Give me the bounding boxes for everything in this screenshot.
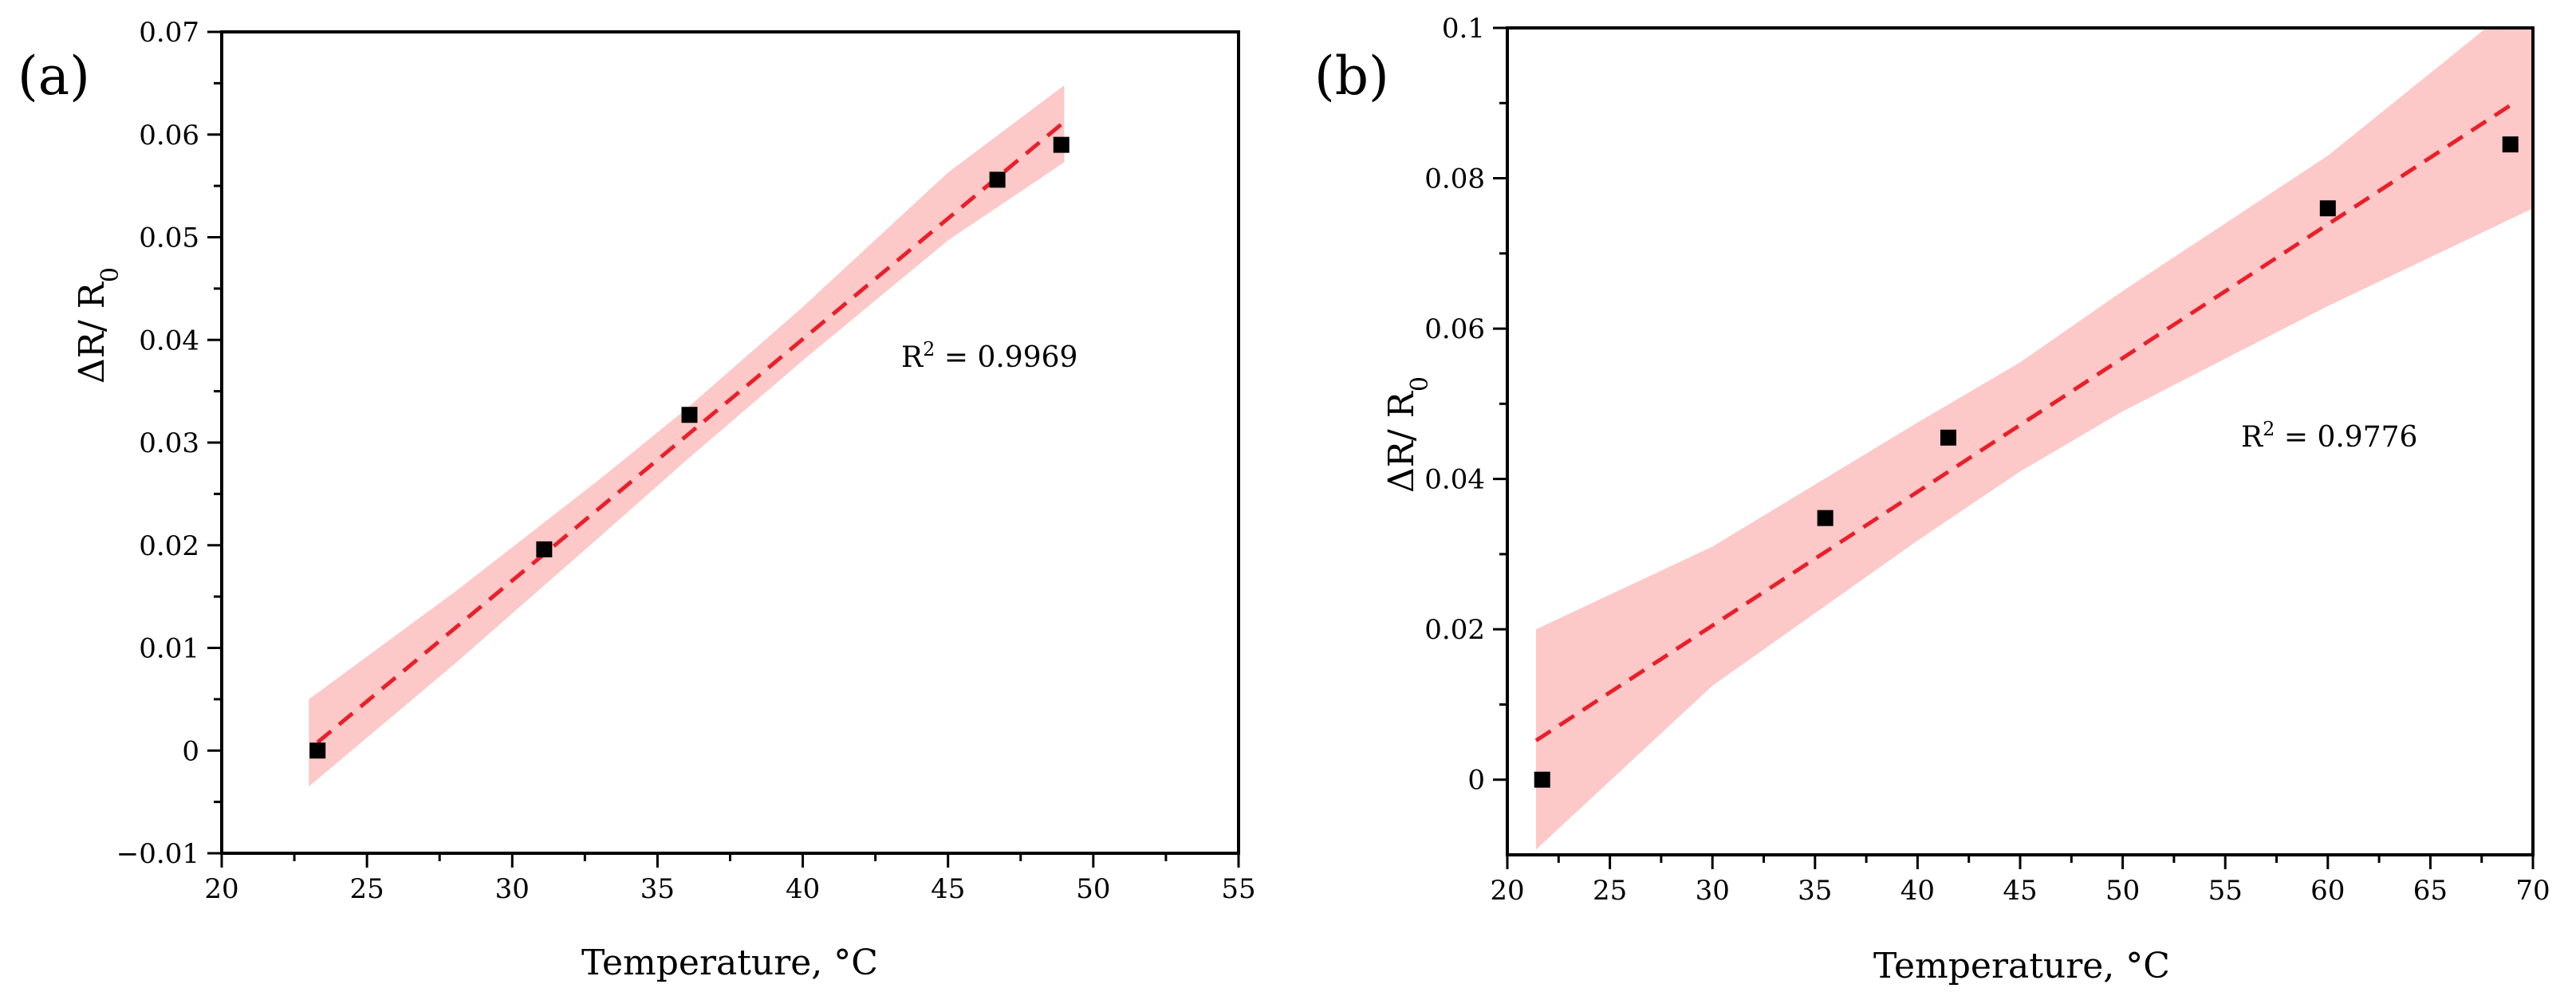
- data-points: [309, 136, 1069, 759]
- x-tick-label: 50: [2105, 875, 2140, 907]
- x-tick-label: 70: [2515, 875, 2550, 907]
- x-axis-ticks: 20 25 30 35 40 45 50 55 60 65 70: [1490, 855, 2550, 907]
- x-axis-ticks: 20 25 30 35 40 45 50 55: [204, 853, 1256, 905]
- x-tick-label: 55: [1221, 873, 1255, 905]
- data-point: [989, 171, 1006, 188]
- x-tick-label: 25: [350, 873, 384, 905]
- y-tick-label: 0.05: [139, 222, 199, 254]
- y-tick-label: 0: [182, 735, 199, 767]
- panel-label: (a): [18, 45, 90, 107]
- chart-panel-a: 20 25 30 35 40 45 50 55 −0.01 0 0.01 0.02 0.03 0.04 0…: [18, 17, 1256, 983]
- data-point: [1817, 510, 1834, 526]
- data-points: [1534, 136, 2519, 788]
- y-tick-label: 0.04: [1424, 464, 1485, 496]
- y-tick-label: 0.01: [139, 633, 199, 665]
- data-point: [536, 541, 553, 557]
- x-tick-label: 60: [2310, 875, 2345, 907]
- y-tick-label: 0: [1467, 765, 1485, 797]
- x-tick-label: 20: [204, 873, 238, 905]
- panel-label: (b): [1314, 45, 1389, 107]
- y-tick-label: 0.07: [139, 17, 199, 49]
- y-tick-label: 0.03: [139, 427, 199, 459]
- y-tick-label: 0.06: [1424, 313, 1485, 345]
- x-tick-label: 40: [1900, 875, 1935, 907]
- data-point: [1940, 429, 1956, 446]
- y-tick-label: 0.08: [1424, 163, 1485, 195]
- y-axis-label: ΔR/ R0: [72, 267, 124, 384]
- y-axis-ticks: −0.01 0 0.01 0.02 0.03 0.04 0.05 0.06 0.07: [116, 17, 222, 870]
- y-tick-label: 0.02: [139, 530, 199, 562]
- r-squared-annotation: R2 = 0.9776: [2241, 418, 2417, 454]
- data-point: [2502, 136, 2519, 153]
- r-squared-annotation: R2 = 0.9969: [901, 338, 1077, 374]
- y-tick-label: −0.01: [116, 838, 199, 870]
- x-tick-label: 40: [786, 873, 820, 905]
- data-point: [1053, 136, 1069, 153]
- data-point: [681, 407, 698, 423]
- y-tick-label: 0.06: [139, 120, 199, 152]
- x-tick-label: 30: [1696, 875, 1730, 907]
- y-axis-ticks: 0 0.02 0.04 0.06 0.08 0.1: [1424, 13, 1507, 797]
- y-tick-label: 0.04: [139, 325, 199, 356]
- x-tick-label: 45: [931, 873, 965, 905]
- x-tick-label: 45: [2003, 875, 2037, 907]
- x-tick-label: 55: [2208, 875, 2243, 907]
- x-axis-label: Temperature, °C: [1873, 946, 2170, 986]
- data-point: [1534, 771, 1550, 788]
- x-tick-label: 65: [2413, 875, 2448, 907]
- x-tick-label: 20: [1490, 875, 1524, 907]
- x-axis-label: Temperature, °C: [581, 943, 878, 983]
- data-point: [2319, 200, 2336, 217]
- x-tick-label: 50: [1076, 873, 1110, 905]
- y-tick-label: 0.1: [1442, 13, 1485, 45]
- data-point: [309, 742, 326, 759]
- y-tick-label: 0.02: [1424, 614, 1485, 646]
- y-axis-label: ΔR/ R0: [1381, 376, 1434, 493]
- chart-panel-b: 20 25 30 35 40 45 50 55 60 65 70 0 0.02 0.04 0.06 0.08…: [1314, 13, 2550, 986]
- fit-line: [316, 122, 1063, 744]
- confidence-band: [1536, 28, 2533, 850]
- x-tick-label: 35: [1798, 875, 1832, 907]
- x-tick-label: 35: [640, 873, 675, 905]
- x-tick-label: 30: [495, 873, 530, 905]
- x-tick-label: 25: [1593, 875, 1627, 907]
